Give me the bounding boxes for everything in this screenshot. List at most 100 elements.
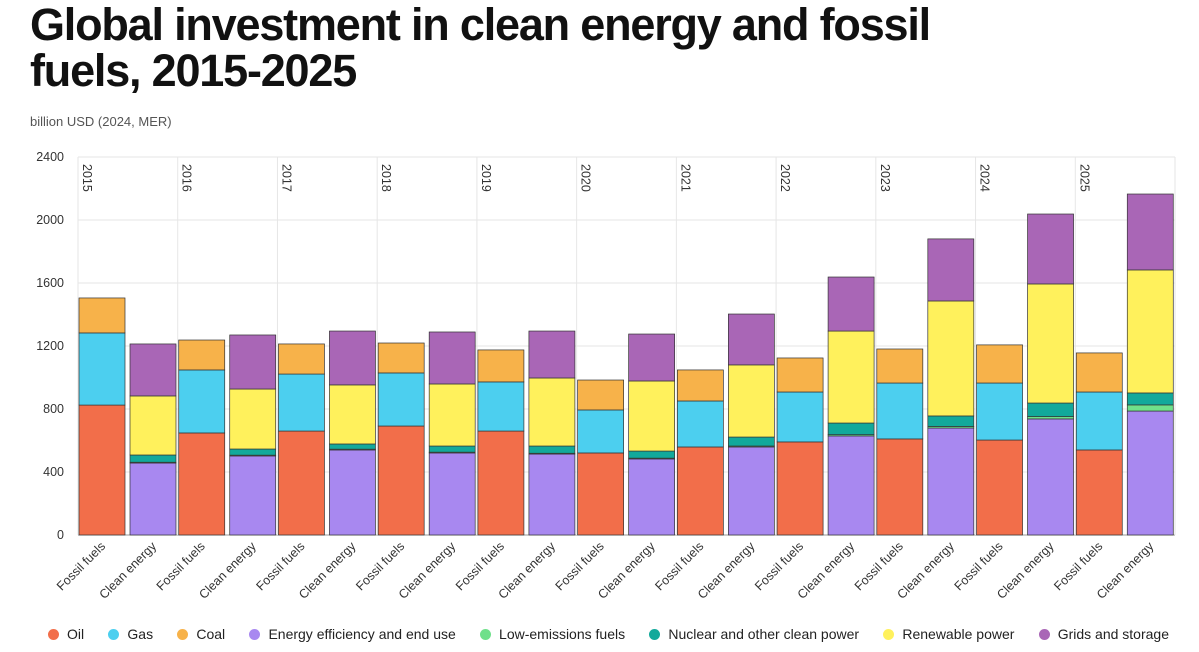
bar-segment — [577, 379, 624, 411]
legend-label: Coal — [196, 626, 226, 642]
bar-segment — [178, 339, 226, 371]
legend-swatch — [883, 628, 895, 640]
x-tick-label: Fossil fuels — [1051, 539, 1105, 593]
bar-segment — [278, 373, 325, 432]
bar-segment — [677, 400, 724, 448]
bar-segment — [229, 388, 277, 450]
legend-label: Renewable power — [902, 626, 1015, 642]
y-tick-label: 2400 — [36, 150, 64, 164]
bar-segment — [827, 276, 875, 332]
bar-segment — [1126, 269, 1174, 394]
bar-segment — [1027, 416, 1074, 420]
x-tick-label: Fossil fuels — [752, 539, 806, 593]
bar-segment — [577, 409, 624, 454]
bar-segment — [229, 334, 277, 390]
bar-segment — [329, 449, 376, 536]
bar-segment — [377, 372, 425, 427]
bar-segment — [728, 446, 775, 536]
chart-subtitle: billion USD (2024, MER) — [30, 114, 172, 129]
bar-segment — [1126, 410, 1174, 536]
bar-segment — [129, 462, 177, 536]
legend-swatch — [48, 628, 59, 640]
group-label: 2016 — [180, 164, 194, 192]
legend-item: Renewable power — [883, 626, 1014, 642]
group-label: 2023 — [878, 164, 892, 192]
y-tick-label: 1600 — [36, 276, 64, 290]
group-label: 2019 — [479, 164, 493, 192]
group-label: 2021 — [678, 164, 692, 192]
bar-segment — [528, 445, 576, 454]
group-label: 2017 — [279, 164, 293, 192]
bar-segment — [1027, 213, 1074, 285]
bar-segment — [1075, 352, 1123, 393]
legend-swatch — [177, 628, 189, 640]
bar-segment — [827, 422, 875, 436]
bar-segment — [528, 377, 576, 447]
legend-label: Grids and storage — [1057, 626, 1169, 642]
group-label: 2020 — [579, 164, 593, 192]
bar-segment — [477, 381, 525, 432]
bar-segment — [528, 453, 576, 536]
x-tick-label: Fossil fuels — [253, 539, 307, 593]
chart: 0 400 800 1200 1600 2000 2400 2015 2016 2017 2018 2… — [36, 150, 1176, 602]
bar-segment — [278, 430, 325, 536]
bar-segment — [1075, 391, 1123, 451]
x-tick-label: Fossil fuels — [952, 539, 1006, 593]
bar-segment — [1027, 402, 1074, 417]
bar-segment — [728, 436, 775, 447]
legend-item: Grids and storage — [1038, 626, 1169, 642]
bar-segment — [827, 330, 875, 424]
bar-segment — [428, 383, 476, 447]
legend-label: Energy efficiency and end use — [268, 626, 456, 642]
bar-segment — [1027, 418, 1074, 536]
bar-segment — [628, 450, 675, 459]
group-label: 2018 — [379, 164, 393, 192]
bar-segment — [428, 445, 476, 453]
bar-segment — [677, 369, 724, 402]
bar-segment — [976, 382, 1023, 441]
bar-segment — [329, 384, 376, 445]
bar-segment — [728, 313, 775, 366]
bar-segment — [477, 349, 525, 383]
legend-label: Oil — [67, 626, 85, 642]
bar-segment — [528, 330, 576, 379]
chart-title: Global investment in clean energy and fo… — [30, 0, 931, 96]
bar-segment — [129, 395, 177, 456]
group-label: 2015 — [80, 164, 94, 192]
legend-swatch — [649, 628, 661, 640]
bar-segment — [927, 238, 975, 302]
bar-segment — [178, 369, 226, 434]
group-label: 2024 — [978, 164, 992, 192]
y-tick-label: 2000 — [36, 213, 64, 227]
legend-item: Low-emissions fuels — [480, 626, 625, 642]
y-tick-label: 400 — [43, 465, 64, 479]
bar-segment — [927, 300, 975, 417]
legend-label: Low-emissions fuels — [499, 626, 626, 642]
bar-segment — [628, 333, 675, 382]
legend: Oil Gas Coal Energy efficiency and end use L… — [48, 626, 1169, 642]
bar-segment — [428, 331, 476, 385]
group-label: 2025 — [1077, 164, 1091, 192]
legend-swatch — [480, 628, 492, 640]
legend-swatch — [1038, 628, 1050, 640]
bar-segment — [628, 380, 675, 452]
bar-segment — [1126, 193, 1174, 271]
bar-segment — [827, 435, 875, 536]
x-tick-label: Fossil fuels — [553, 539, 607, 593]
bar-segment — [428, 452, 476, 536]
legend-item: Gas — [108, 626, 153, 642]
legend-item: Energy efficiency and end use — [249, 626, 456, 642]
bar-segment — [229, 455, 277, 536]
bar-segment — [377, 425, 425, 536]
legend-item: Nuclear and other clean power — [649, 626, 859, 642]
x-tick-label: Fossil fuels — [652, 539, 706, 593]
bar-segment — [477, 430, 525, 536]
bar-segment — [78, 404, 126, 536]
bar-segment — [129, 343, 177, 397]
y-tick-label: 1200 — [36, 339, 64, 353]
bar-segment — [129, 454, 177, 463]
bar-segment — [1075, 449, 1123, 536]
bar-segment — [927, 415, 975, 427]
bar-segment — [776, 357, 824, 393]
